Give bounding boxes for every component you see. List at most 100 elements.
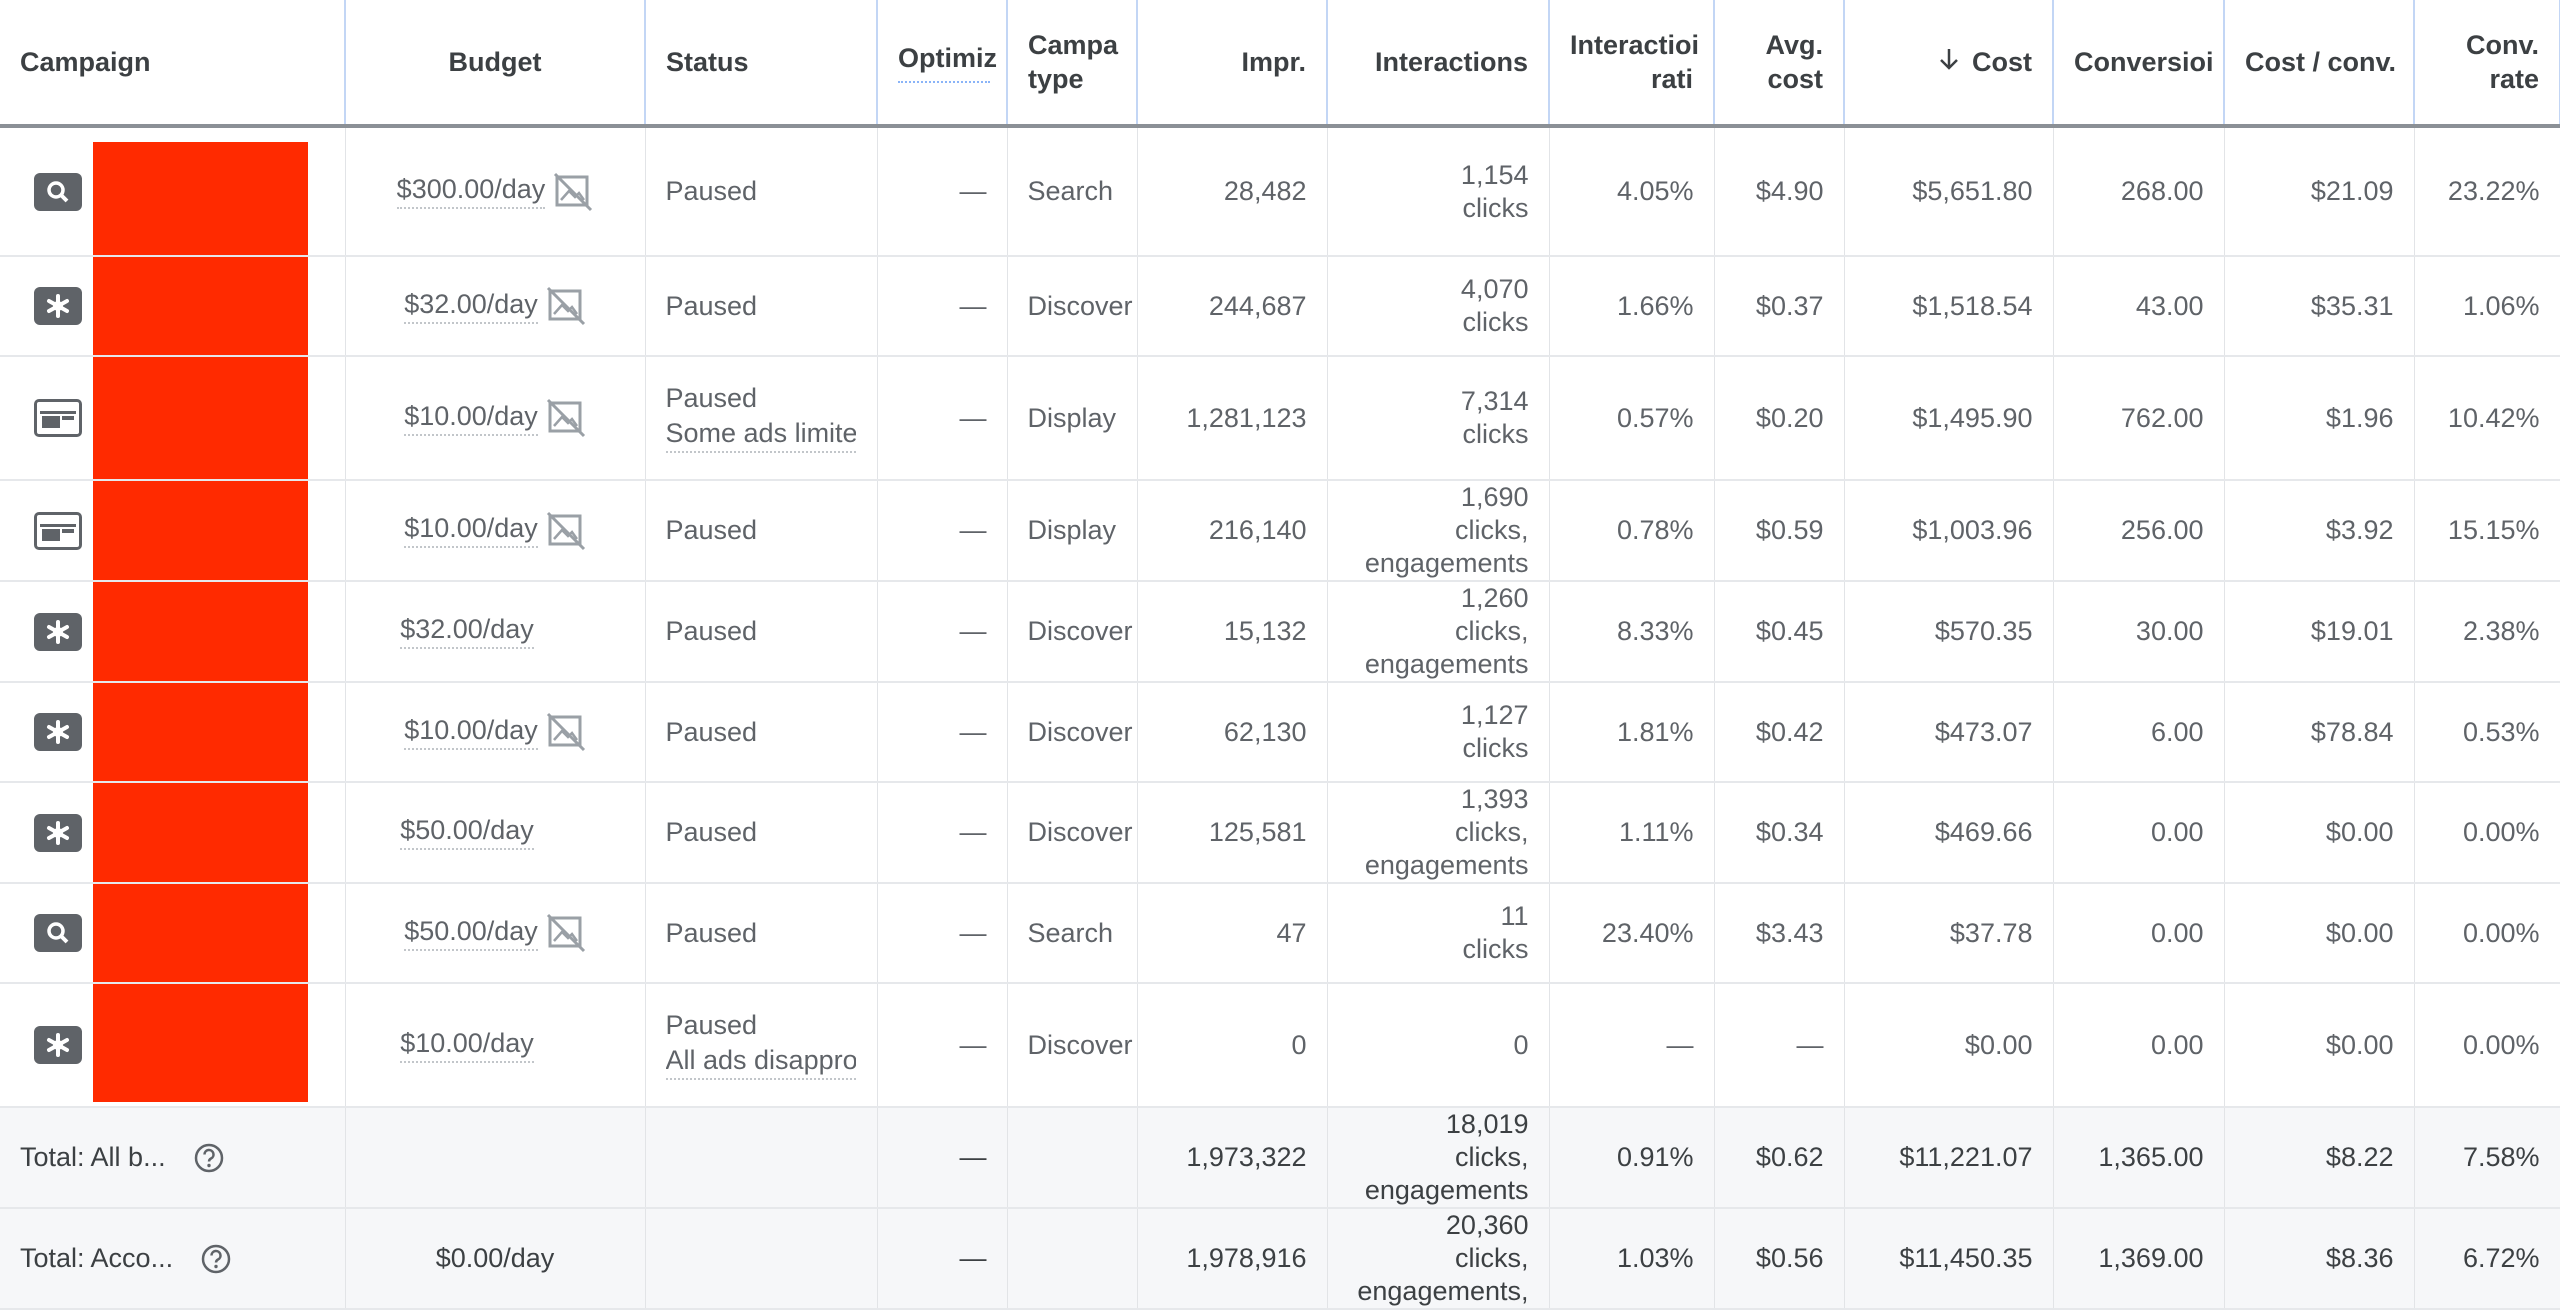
impressions-cell: 0	[1137, 983, 1328, 1108]
budget-cell[interactable]: $10.00/day	[345, 480, 646, 582]
column-header-optimization[interactable]: Optimiz	[877, 0, 1008, 128]
column-header-label: Status	[666, 47, 749, 77]
campaign-cell[interactable]	[0, 883, 346, 984]
total-cost-per-conv: $8.36	[2325, 1243, 2394, 1273]
total-conv-rate-cell: 7.58%	[2414, 1107, 2560, 1209]
optimization-cell: —	[877, 126, 1008, 257]
interaction-rate: 4.05%	[1616, 176, 1694, 206]
campaign-cell[interactable]	[0, 480, 346, 582]
total-budget-cell	[345, 1107, 646, 1209]
column-header-cost-per-conv[interactable]: Cost / conv.	[2224, 0, 2415, 128]
avg-cost-cell: $0.37	[1714, 256, 1845, 357]
budget-cell[interactable]: $300.00/day	[345, 126, 646, 257]
budget: $10.00/day	[366, 712, 625, 752]
status-cell[interactable]: Paused	[645, 126, 878, 257]
impressions: 0	[1291, 1029, 1307, 1060]
avg-cost-cell: $4.90	[1714, 126, 1845, 257]
interactions-line: clicks	[1462, 934, 1529, 964]
column-header-interactions[interactable]: Interactions	[1327, 0, 1550, 128]
impressions: 47	[1276, 917, 1307, 948]
campaign-cell[interactable]	[0, 256, 346, 357]
status-cell[interactable]: Paused	[645, 782, 878, 884]
total-conversions-cell: 1,369.00	[2053, 1208, 2225, 1310]
column-header-status[interactable]: Status	[645, 0, 878, 128]
conversions: 0.00	[2150, 817, 2204, 847]
cost-per-conv: $3.92	[2325, 515, 2394, 545]
status-cell[interactable]: Paused	[645, 256, 878, 357]
interaction-rate-cell: 0.78%	[1549, 480, 1715, 582]
status-cell[interactable]: Paused	[645, 883, 878, 984]
column-header-label: Avg.	[1765, 30, 1823, 60]
table-row[interactable]: $10.00/day Paused — Discover 62,130 1,127 clic…	[0, 682, 2560, 783]
interactions-value: 4,070 clicks	[1461, 273, 1529, 339]
conversions: 268.00	[2120, 176, 2204, 206]
column-header-conversions[interactable]: Conversioi	[2053, 0, 2225, 128]
status-detail: Some ads limite	[665, 418, 856, 453]
campaign-cell[interactable]	[0, 682, 346, 783]
campaign-cell[interactable]	[0, 581, 346, 683]
campaign-cell[interactable]	[0, 782, 346, 884]
status-cell[interactable]: Paused	[645, 581, 878, 683]
table-row[interactable]: $50.00/day Paused — Search 47 11 clicks 23.40% $…	[0, 883, 2560, 984]
status-cell[interactable]: Paused All ads disappro	[645, 983, 878, 1108]
interactions-line: 18,019	[1445, 1109, 1529, 1139]
column-header-campaign[interactable]: Campaign	[0, 0, 346, 128]
campaign-cell[interactable]	[0, 356, 346, 481]
budget-cell[interactable]: $32.00/day	[345, 256, 646, 357]
column-header-budget[interactable]: Budget	[345, 0, 646, 128]
cost-per-conv: $0.00	[2325, 917, 2394, 948]
budget-cell[interactable]: $32.00/day	[345, 581, 646, 683]
table-row[interactable]: $32.00/day Paused — Discover 244,687 4,070 cli…	[0, 256, 2560, 357]
campaign-type-cell: Discover	[1007, 256, 1138, 357]
cost: $570.35	[1934, 616, 2033, 646]
campaign-type-cell: Search	[1007, 126, 1138, 257]
budget-cell[interactable]: $10.00/day	[345, 682, 646, 783]
campaign-cell[interactable]	[0, 126, 346, 257]
interaction-rate-cell: 1.11%	[1549, 782, 1715, 884]
column-header-impressions[interactable]: Impr.	[1137, 0, 1328, 128]
conv-rate: 10.42%	[2447, 402, 2540, 433]
column-header-conv-rate[interactable]: Conv. rate	[2414, 0, 2560, 128]
interaction-rate-cell: 1.81%	[1549, 682, 1715, 783]
campaign-type-cell: Display	[1007, 356, 1138, 481]
table-row[interactable]: $300.00/day Paused — Search 28,482 1,154 click…	[0, 126, 2560, 257]
column-header-campaign-type[interactable]: Campa type	[1007, 0, 1138, 128]
budget-cell[interactable]: $10.00/day	[345, 356, 646, 481]
cost-per-conv: $21.09	[2310, 176, 2394, 206]
table-row[interactable]: $10.00/day Paused Some ads limite — Display 1…	[0, 356, 2560, 481]
cost-per-conv: $0.00	[2325, 1029, 2394, 1060]
no-image-icon	[546, 511, 586, 551]
status-cell[interactable]: Paused Some ads limite	[645, 356, 878, 481]
table-row[interactable]: $10.00/day Paused — Display 216,140 1,690 clic…	[0, 480, 2560, 582]
cost-per-conv: $78.84	[2310, 716, 2394, 747]
total-conversions: 1,369.00	[2098, 1243, 2204, 1273]
table-row[interactable]: $32.00/day Paused — Discover 15,132 1,260 clic…	[0, 581, 2560, 683]
interactions-cell: 7,314 clicks	[1327, 356, 1550, 481]
table-row[interactable]: $10.00/day Paused All ads disappro — Discove…	[0, 983, 2560, 1108]
optimization-cell: —	[877, 581, 1008, 683]
column-header-label: Cost / conv.	[2245, 47, 2397, 77]
status-cell[interactable]: Paused	[645, 682, 878, 783]
avg-cost: $4.90	[1755, 176, 1824, 206]
help-icon[interactable]	[201, 1244, 231, 1274]
interaction-rate-cell: —	[1549, 983, 1715, 1108]
conversions: 762.00	[2120, 402, 2204, 433]
budget-cell[interactable]: $50.00/day	[345, 782, 646, 884]
table-row[interactable]: $50.00/day Paused — Discover 125,581 1,393 cli…	[0, 782, 2560, 884]
campaign-cell[interactable]	[0, 983, 346, 1108]
discovery-icon	[34, 813, 82, 852]
budget-cell[interactable]: $50.00/day	[345, 883, 646, 984]
column-header-interaction-rate[interactable]: Interactioi rati	[1549, 0, 1715, 128]
column-header-avg-cost[interactable]: Avg. cost	[1714, 0, 1845, 128]
status-cell[interactable]: Paused	[645, 480, 878, 582]
optimization-score: —	[959, 290, 987, 321]
help-icon[interactable]	[194, 1143, 224, 1173]
total-status-cell	[645, 1208, 878, 1310]
campaign-type-cell: Discover	[1007, 782, 1138, 884]
budget-cell[interactable]: $10.00/day	[345, 983, 646, 1108]
column-header-label: Optimiz	[898, 43, 997, 73]
column-header-label: Campaign	[20, 47, 151, 77]
column-header-cost[interactable]: Cost	[1844, 0, 2054, 128]
total-interaction-rate-cell: 1.03%	[1549, 1208, 1715, 1310]
cost-cell: $469.66	[1844, 782, 2054, 884]
